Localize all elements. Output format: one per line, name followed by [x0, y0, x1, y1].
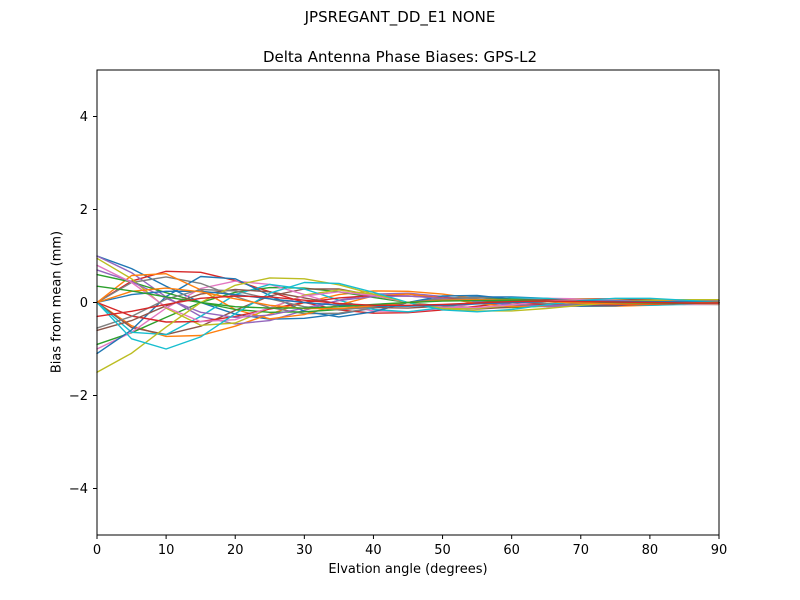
figure-suptitle: JPSREGANT_DD_E1 NONE — [304, 8, 496, 26]
series-line-L05 — [96, 255, 720, 325]
y-tick-label: 0 — [80, 296, 88, 311]
x-tick-label: 90 — [711, 543, 728, 558]
y-tick-label: 2 — [80, 203, 88, 218]
x-tick-label: 70 — [573, 543, 590, 558]
series-layer — [96, 255, 720, 373]
ticks-layer: 0 10 20 30 40 50 60 70 80 90 −4 −2 0 2 4 — [69, 110, 727, 558]
axes-title: Delta Antenna Phase Biases: GPS-L2 — [262, 48, 538, 66]
x-tick-label: 10 — [158, 543, 175, 558]
y-tick-label: 4 — [80, 110, 88, 125]
x-tick-label: 40 — [365, 543, 382, 558]
y-tick-label: −4 — [69, 482, 88, 497]
y-tick-label: −2 — [69, 389, 88, 404]
x-tick-label: 50 — [434, 543, 451, 558]
x-tick-label: 20 — [227, 543, 244, 558]
series-line-L11 — [96, 275, 720, 355]
x-axis-label: Elvation angle (degrees) — [328, 562, 488, 577]
x-tick-label: 30 — [296, 543, 313, 558]
axes-frame — [96, 69, 720, 536]
x-tick-label: 0 — [93, 543, 101, 558]
x-tick-label: 80 — [642, 543, 659, 558]
series-line-L24 — [96, 295, 720, 318]
x-tick-label: 60 — [503, 543, 520, 558]
y-axis-label: Bias from mean (mm) — [49, 230, 65, 374]
